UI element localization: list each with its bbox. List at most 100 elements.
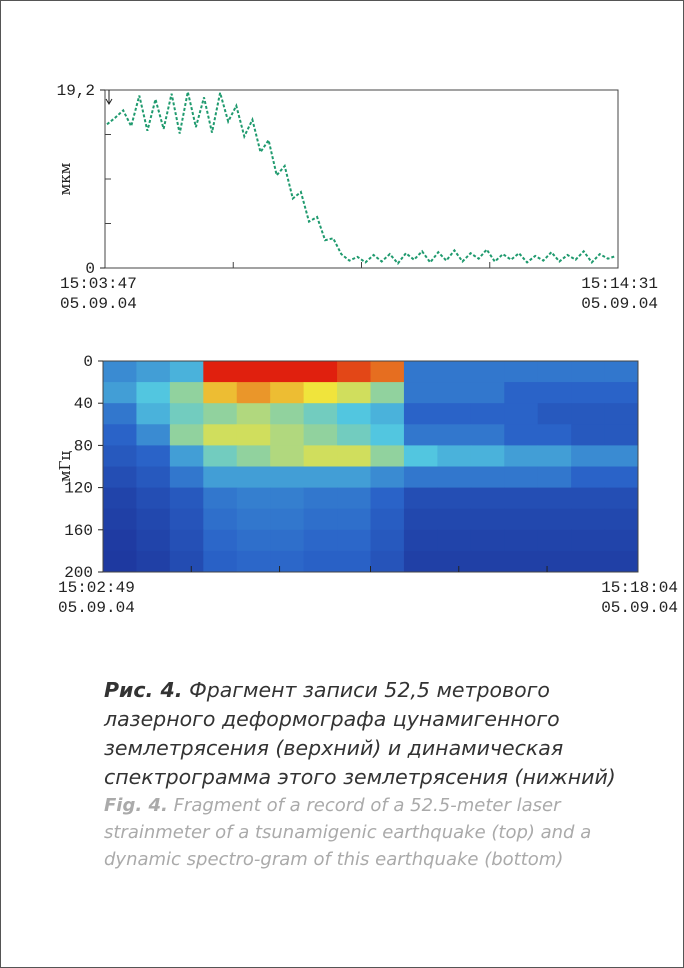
y-axis-label: мкм [56,162,74,195]
heat-cell [604,403,639,425]
heat-cell [604,361,639,383]
heat-cell [303,445,338,467]
heat-cell [270,550,305,573]
heat-cell [504,445,539,467]
heat-cell [169,361,204,383]
heat-cell [403,445,438,467]
heat-cell [604,508,639,531]
heat-cell [370,382,405,404]
heat-cell [403,466,438,489]
heat-cell [504,382,539,404]
heat-cell [470,361,505,383]
heat-cell [270,382,305,404]
heat-cell [270,466,305,489]
heat-cell [303,382,338,404]
heat-cell [403,403,438,425]
y-tick-label: 80 [74,437,93,455]
heat-cell [437,445,472,467]
heat-cell [303,487,338,510]
heat-cell [470,466,505,489]
data-line [106,91,617,265]
heat-cell [270,361,305,383]
heat-cell [169,403,204,425]
heat-cell [303,403,338,425]
heat-cell [571,361,606,383]
heat-cell [337,508,371,531]
heat-cell [303,466,338,489]
y-tick-label: 200 [64,564,93,582]
heat-cell [403,424,438,446]
heat-cell [103,403,137,425]
heat-cell [370,487,405,510]
heat-cell [203,403,238,425]
heat-cell [169,508,204,531]
heat-cell [537,508,572,531]
heat-cell [337,424,371,446]
heat-cell [270,508,305,531]
heat-cell [604,550,639,573]
heat-cell [169,424,204,446]
heat-cell [136,550,171,573]
heat-cell [169,550,204,573]
heat-cell [470,508,505,531]
heat-cell [537,445,572,467]
heat-cell [203,382,238,404]
heat-cell [337,466,371,489]
x-tick-label: 05.09.04 [58,599,135,617]
heat-cell [403,508,438,531]
heat-cell [537,529,572,552]
heat-cell [537,424,572,446]
y-tick-label: 120 [64,480,93,498]
y-tick-label: 40 [74,395,93,413]
caption-label: Fig. 4. [104,795,168,816]
heat-cell [470,382,505,404]
heat-cell [571,487,606,510]
heat-cell [470,424,505,446]
heat-cell [504,424,539,446]
heat-cell [169,445,204,467]
heat-cell [437,466,472,489]
heat-cell [203,361,238,383]
heat-cell [604,529,639,552]
heat-cell [236,361,271,383]
heat-cell [537,466,572,489]
heat-cell [136,445,171,467]
heat-cell [270,403,305,425]
heat-cell [403,487,438,510]
heat-cell [604,487,639,510]
heat-cell [437,361,472,383]
heat-cell [437,529,472,552]
heat-cell [537,487,572,510]
heat-cell [203,424,238,446]
heat-cell [103,361,137,383]
heat-cell [203,445,238,467]
heat-cell [571,382,606,404]
x-tick-label: 05.09.04 [581,295,658,313]
heat-cell [604,424,639,446]
heat-cell [403,361,438,383]
heat-cell [236,487,271,510]
heat-cell [470,445,505,467]
heat-cell [303,424,338,446]
heat-cell [604,445,639,467]
heat-cell [337,529,371,552]
heat-cell [470,487,505,510]
arrow [105,90,113,105]
heat-cell [236,382,271,404]
heat-cell [136,382,171,404]
x-tick-label: 15:18:04 [601,579,678,597]
heat-cell [270,424,305,446]
heat-cell [571,508,606,531]
heat-cell [236,529,271,552]
y-tick-label: 160 [64,522,93,540]
x-tick-label: 15:02:49 [58,579,135,597]
heat-cell [236,424,271,446]
heat-cell [437,487,472,510]
heat-cell [203,550,238,573]
heat-cell [437,403,472,425]
heat-cell [504,529,539,552]
heat-cell [103,445,137,467]
heat-cell [537,403,572,425]
